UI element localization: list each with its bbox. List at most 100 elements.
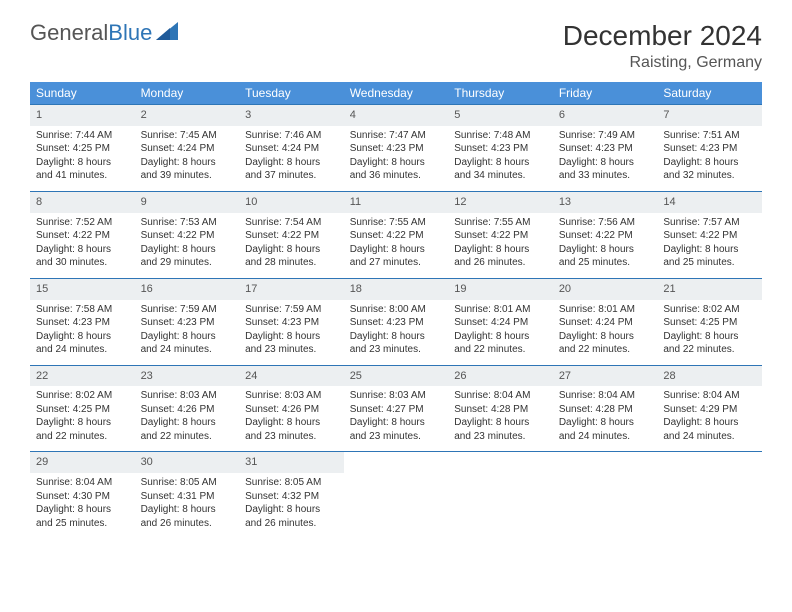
day-dl2: and 22 minutes. — [454, 343, 547, 357]
day-cell: 31Sunrise: 8:05 AMSunset: 4:32 PMDayligh… — [239, 452, 344, 538]
day-dl2: and 25 minutes. — [663, 256, 756, 270]
day-dl2: and 28 minutes. — [245, 256, 338, 270]
week-row: 1Sunrise: 7:44 AMSunset: 4:25 PMDaylight… — [30, 105, 762, 192]
day-sr: Sunrise: 7:55 AM — [350, 216, 443, 230]
day-ss: Sunset: 4:28 PM — [559, 403, 652, 417]
day-number: 27 — [553, 366, 658, 387]
day-dl1: Daylight: 8 hours — [36, 416, 129, 430]
day-sr: Sunrise: 7:57 AM — [663, 216, 756, 230]
day-body: Sunrise: 8:05 AMSunset: 4:31 PMDaylight:… — [135, 473, 240, 538]
day-number: 26 — [448, 366, 553, 387]
day-number: 23 — [135, 366, 240, 387]
day-sr: Sunrise: 7:47 AM — [350, 129, 443, 143]
day-body: Sunrise: 8:03 AMSunset: 4:26 PMDaylight:… — [135, 386, 240, 451]
day-sr: Sunrise: 7:52 AM — [36, 216, 129, 230]
day-ss: Sunset: 4:26 PM — [141, 403, 234, 417]
dow-header: Wednesday — [344, 82, 449, 105]
day-dl2: and 37 minutes. — [245, 169, 338, 183]
day-dl1: Daylight: 8 hours — [663, 330, 756, 344]
week-row: 22Sunrise: 8:02 AMSunset: 4:25 PMDayligh… — [30, 365, 762, 452]
day-dl1: Daylight: 8 hours — [454, 416, 547, 430]
day-dl1: Daylight: 8 hours — [350, 243, 443, 257]
day-number: 15 — [30, 279, 135, 300]
day-sr: Sunrise: 7:56 AM — [559, 216, 652, 230]
day-sr: Sunrise: 7:54 AM — [245, 216, 338, 230]
logo-triangle-icon — [156, 20, 178, 46]
day-sr: Sunrise: 7:48 AM — [454, 129, 547, 143]
day-dl2: and 24 minutes. — [663, 430, 756, 444]
day-dl2: and 36 minutes. — [350, 169, 443, 183]
day-cell: 8Sunrise: 7:52 AMSunset: 4:22 PMDaylight… — [30, 191, 135, 278]
day-dl1: Daylight: 8 hours — [141, 156, 234, 170]
day-number: 17 — [239, 279, 344, 300]
day-sr: Sunrise: 7:55 AM — [454, 216, 547, 230]
day-number: 7 — [657, 105, 762, 126]
days-of-week-row: SundayMondayTuesdayWednesdayThursdayFrid… — [30, 82, 762, 105]
day-dl2: and 24 minutes. — [36, 343, 129, 357]
day-sr: Sunrise: 7:49 AM — [559, 129, 652, 143]
day-body: Sunrise: 8:02 AMSunset: 4:25 PMDaylight:… — [657, 300, 762, 365]
day-dl1: Daylight: 8 hours — [245, 503, 338, 517]
day-dl1: Daylight: 8 hours — [454, 243, 547, 257]
day-dl2: and 23 minutes. — [245, 430, 338, 444]
day-cell: 5Sunrise: 7:48 AMSunset: 4:23 PMDaylight… — [448, 105, 553, 192]
logo-text-1: General — [30, 20, 108, 46]
week-row: 8Sunrise: 7:52 AMSunset: 4:22 PMDaylight… — [30, 191, 762, 278]
day-ss: Sunset: 4:30 PM — [36, 490, 129, 504]
day-dl2: and 27 minutes. — [350, 256, 443, 270]
day-dl2: and 39 minutes. — [141, 169, 234, 183]
day-body: Sunrise: 7:44 AMSunset: 4:25 PMDaylight:… — [30, 126, 135, 191]
day-sr: Sunrise: 8:01 AM — [454, 303, 547, 317]
day-cell — [344, 452, 449, 538]
day-dl2: and 24 minutes. — [559, 430, 652, 444]
day-number: 24 — [239, 366, 344, 387]
day-number: 19 — [448, 279, 553, 300]
title-block: December 2024 Raisting, Germany — [563, 20, 762, 72]
day-cell: 6Sunrise: 7:49 AMSunset: 4:23 PMDaylight… — [553, 105, 658, 192]
day-number: 16 — [135, 279, 240, 300]
day-number: 3 — [239, 105, 344, 126]
day-ss: Sunset: 4:29 PM — [663, 403, 756, 417]
day-body: Sunrise: 7:48 AMSunset: 4:23 PMDaylight:… — [448, 126, 553, 191]
day-body: Sunrise: 7:52 AMSunset: 4:22 PMDaylight:… — [30, 213, 135, 278]
dow-header: Tuesday — [239, 82, 344, 105]
day-body: Sunrise: 8:03 AMSunset: 4:26 PMDaylight:… — [239, 386, 344, 451]
day-ss: Sunset: 4:27 PM — [350, 403, 443, 417]
day-dl2: and 23 minutes. — [350, 430, 443, 444]
day-dl1: Daylight: 8 hours — [36, 156, 129, 170]
day-dl1: Daylight: 8 hours — [350, 330, 443, 344]
day-dl1: Daylight: 8 hours — [141, 243, 234, 257]
day-dl1: Daylight: 8 hours — [245, 416, 338, 430]
day-body: Sunrise: 7:57 AMSunset: 4:22 PMDaylight:… — [657, 213, 762, 278]
day-sr: Sunrise: 7:58 AM — [36, 303, 129, 317]
day-ss: Sunset: 4:24 PM — [559, 316, 652, 330]
day-sr: Sunrise: 8:02 AM — [36, 389, 129, 403]
day-cell: 9Sunrise: 7:53 AMSunset: 4:22 PMDaylight… — [135, 191, 240, 278]
dow-header: Saturday — [657, 82, 762, 105]
day-cell: 20Sunrise: 8:01 AMSunset: 4:24 PMDayligh… — [553, 278, 658, 365]
day-dl2: and 34 minutes. — [454, 169, 547, 183]
day-cell: 14Sunrise: 7:57 AMSunset: 4:22 PMDayligh… — [657, 191, 762, 278]
day-cell: 12Sunrise: 7:55 AMSunset: 4:22 PMDayligh… — [448, 191, 553, 278]
day-body: Sunrise: 7:54 AMSunset: 4:22 PMDaylight:… — [239, 213, 344, 278]
dow-header: Monday — [135, 82, 240, 105]
day-number: 22 — [30, 366, 135, 387]
day-number: 20 — [553, 279, 658, 300]
day-number: 18 — [344, 279, 449, 300]
day-ss: Sunset: 4:22 PM — [663, 229, 756, 243]
day-number: 8 — [30, 192, 135, 213]
day-number: 11 — [344, 192, 449, 213]
day-cell: 4Sunrise: 7:47 AMSunset: 4:23 PMDaylight… — [344, 105, 449, 192]
day-body: Sunrise: 7:51 AMSunset: 4:23 PMDaylight:… — [657, 126, 762, 191]
day-sr: Sunrise: 8:03 AM — [141, 389, 234, 403]
day-ss: Sunset: 4:23 PM — [141, 316, 234, 330]
calendar-table: SundayMondayTuesdayWednesdayThursdayFrid… — [30, 82, 762, 538]
header: GeneralBlue December 2024 Raisting, Germ… — [30, 20, 762, 72]
day-body: Sunrise: 8:04 AMSunset: 4:29 PMDaylight:… — [657, 386, 762, 451]
day-number: 29 — [30, 452, 135, 473]
logo: GeneralBlue — [30, 20, 178, 46]
day-body: Sunrise: 8:04 AMSunset: 4:28 PMDaylight:… — [553, 386, 658, 451]
day-dl1: Daylight: 8 hours — [350, 416, 443, 430]
day-body: Sunrise: 7:55 AMSunset: 4:22 PMDaylight:… — [344, 213, 449, 278]
day-sr: Sunrise: 7:46 AM — [245, 129, 338, 143]
